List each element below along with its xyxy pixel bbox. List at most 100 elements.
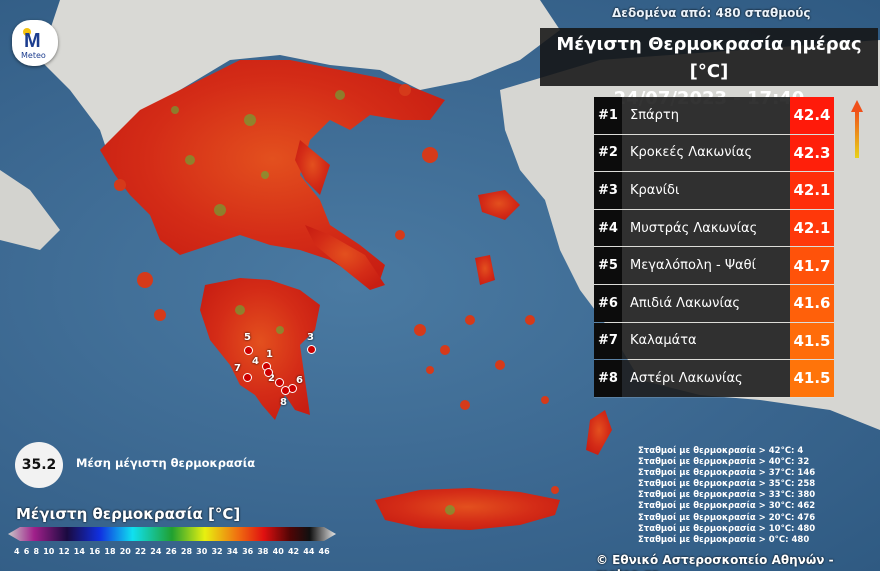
arrow-up-icon (851, 100, 863, 158)
ranking-row: #8 Αστέρι Λακωνίας 41.5 (594, 360, 834, 398)
station-name: Απιδιά Λακωνίας (622, 284, 790, 322)
legend-tick: 32 (211, 547, 223, 556)
station-count-line: Σταθμοί με θερμοκρασία > 20°C: 476 (638, 512, 816, 523)
logo-text: Meteo (21, 51, 46, 60)
temperature-value: 42.3 (790, 134, 834, 172)
ranking-row: #5 Μεγαλόπολη - Ψαθί 41.7 (594, 247, 834, 285)
legend-tick: 14 (73, 547, 85, 556)
rank-number: #2 (594, 134, 622, 172)
station-count-line: Σταθμοί με θερμοκρασία > 30°C: 462 (638, 501, 816, 512)
legend-tick: 46 (318, 547, 330, 556)
station-name: Κροκεές Λακωνίας (622, 134, 790, 172)
lesvos (478, 190, 520, 220)
legend-tick: 20 (119, 547, 131, 556)
ranking-row: #2 Κροκεές Λακωνίας 42.3 (594, 134, 834, 173)
legend-tick: 6 (23, 547, 30, 556)
station-count-line: Σταθμοί με θερμοκρασία > 10°C: 480 (638, 523, 816, 534)
station-marker[interactable] (307, 345, 316, 354)
station-name: Μυστράς Λακωνίας (622, 209, 790, 247)
ranking-row: #3 Κρανίδι 42.1 (594, 172, 834, 210)
average-label: Μέση μέγιστη θερμοκρασία (76, 456, 256, 470)
station-count-line: Σταθμοί με θερμοκρασία > 37°C: 146 (638, 468, 816, 479)
legend-tick: 40 (272, 547, 284, 556)
legend-tick: 30 (196, 547, 208, 556)
station-marker-label: 8 (280, 397, 287, 408)
station-marker[interactable] (281, 386, 290, 395)
islands (114, 84, 559, 494)
ranking-table: #1 Σπάρτη 42.4 #2 Κροκεές Λακωνίας 42.3 #3 Κραν… (594, 97, 834, 398)
legend-tick: 18 (104, 547, 116, 556)
stations-info: Δεδομένα από: 480 σταθμούς (612, 6, 811, 20)
map-title: Μέγιστη Θερμοκρασία ημέρας [°C] (556, 34, 862, 82)
rank-number: #4 (594, 209, 622, 247)
legend-tick: 22 (134, 547, 147, 556)
station-marker[interactable] (244, 346, 253, 355)
temperature-value: 42.4 (790, 97, 834, 134)
legend-ticks: 4 6 8 10 12 14 16 18 20 22 24 26 28 30 32 34 36 38 40 42 44 4… (14, 547, 330, 556)
station-count-line: Σταθμοί με θερμοκρασία > 0°C: 480 (638, 534, 810, 545)
rhodes (586, 410, 612, 455)
legend-title: Μέγιστη θερμοκρασία [°C] (16, 505, 241, 523)
temperature-value: 42.1 (790, 209, 834, 247)
station-count-line: Σταθμοί με θερμοκρασία > 33°C: 380 (638, 490, 816, 501)
italy-land (0, 170, 60, 250)
temperature-value: 41.6 (790, 284, 834, 322)
station-marker-label: 6 (296, 375, 303, 386)
chios (475, 255, 495, 285)
station-marker-label: 2 (268, 373, 275, 384)
ranking-row: #4 Μυστράς Λακωνίας 42.1 (594, 209, 834, 248)
station-count-line: Σταθμοί με θερμοκρασία > 35°C: 258 (638, 479, 816, 490)
ranking-row: #1 Σπάρτη 42.4 (594, 97, 834, 135)
station-marker-label: 4 (252, 356, 259, 367)
station-count-line: Σταθμοί με θερμοκρασία > 40°C: 32 (638, 457, 810, 468)
greece-mainland (100, 60, 445, 280)
station-marker-label: 3 (307, 332, 314, 343)
legend-tick: 42 (287, 547, 300, 556)
crete (375, 488, 560, 530)
station-name: Καλαμάτα (622, 322, 790, 360)
sun-icon (23, 28, 31, 36)
station-name: Κρανίδι (622, 172, 790, 209)
ranking-row: #7 Καλαμάτα 41.5 (594, 322, 834, 361)
ranking-row: #6 Απιδιά Λακωνίας 41.6 (594, 284, 834, 323)
legend-tick: 4 (14, 547, 20, 556)
station-marker[interactable] (243, 373, 252, 382)
station-marker[interactable] (264, 368, 273, 377)
cooler-terrain (171, 90, 455, 515)
title-box: Μέγιστη Θερμοκρασία ημέρας [°C] 24/07/20… (540, 28, 878, 109)
station-name: Μεγαλόπολη - Ψαθί (622, 247, 790, 284)
rank-number: #5 (594, 247, 622, 284)
station-marker-label: 5 (244, 332, 251, 343)
legend-tick: 34 (226, 547, 238, 556)
temperature-value: 42.1 (790, 172, 834, 209)
station-marker-label: 7 (234, 363, 241, 374)
legend-tick: 8 (33, 547, 40, 556)
station-marker[interactable] (275, 378, 284, 387)
rank-number: #3 (594, 172, 622, 209)
legend-tick: 10 (43, 547, 55, 556)
station-name: Σπάρτη (622, 97, 790, 134)
logo-m-icon: M (24, 30, 41, 52)
balkans-land (40, 0, 560, 160)
legend-tick: 38 (257, 547, 269, 556)
color-scale-bar (8, 527, 336, 541)
temperature-value: 41.5 (790, 322, 834, 360)
temperature-value: 41.7 (790, 247, 834, 284)
station-counts: Σταθμοί με θερμοκρασία > 42°C: 4 Σταθμοί … (638, 446, 815, 546)
copyright: © Εθνικό Αστεροσκοπείο Αθηνών - meteo.gr (596, 553, 834, 571)
legend-tick: 16 (89, 547, 101, 556)
average-value-badge: 35.2 (15, 442, 63, 488)
chalkidiki (295, 140, 330, 195)
rank-number: #1 (594, 97, 622, 134)
station-count-line: Σταθμοί με θερμοκρασία > 42°C: 4 (638, 446, 804, 456)
station-marker-label: 1 (266, 349, 273, 360)
legend-tick: 24 (150, 547, 162, 556)
legend-tick: 12 (58, 547, 70, 556)
legend-tick: 26 (165, 547, 177, 556)
legend-tick: 28 (180, 547, 193, 556)
rank-number: #8 (594, 360, 622, 397)
meteo-logo: M Meteo (12, 20, 58, 66)
peloponnese (200, 278, 320, 420)
evia (305, 225, 385, 290)
